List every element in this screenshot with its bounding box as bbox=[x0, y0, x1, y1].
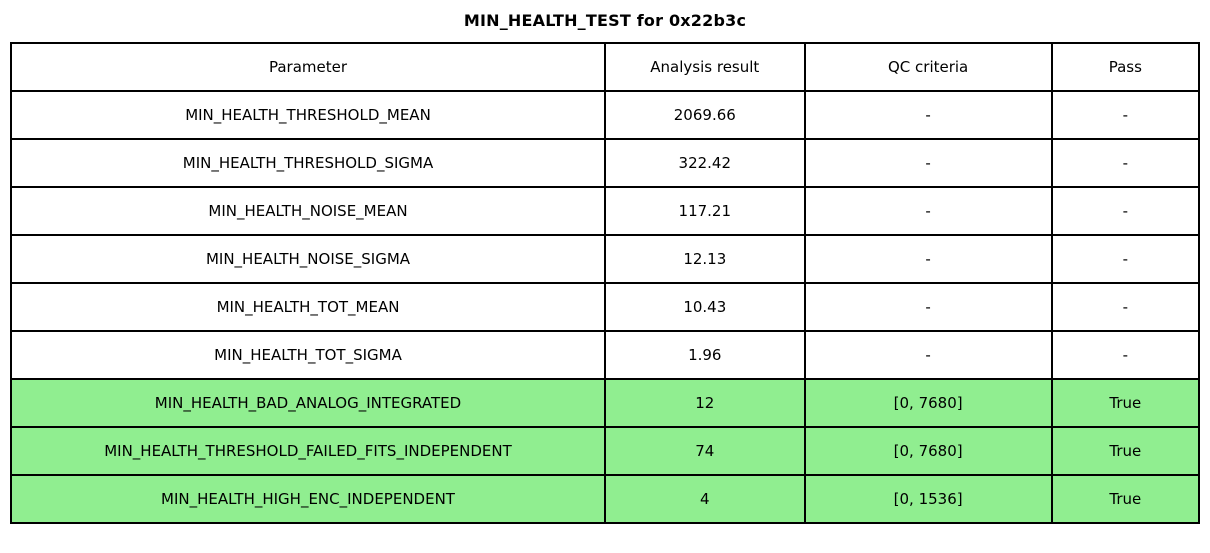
table-row-pass: MIN_HEALTH_BAD_ANALOG_INTEGRATED 12 [0, … bbox=[10, 378, 1201, 428]
table-row: MIN_HEALTH_THRESHOLD_SIGMA 322.42 - - bbox=[10, 138, 1201, 188]
analysis-result-cell: 1.96 bbox=[604, 330, 806, 380]
parameter-cell: MIN_HEALTH_TOT_MEAN bbox=[10, 282, 606, 332]
qc-criteria-cell: [0, 1536] bbox=[803, 474, 1053, 524]
analysis-result-cell: 4 bbox=[604, 474, 806, 524]
pass-cell: - bbox=[1050, 138, 1201, 188]
pass-cell: - bbox=[1050, 186, 1201, 236]
header-row: Parameter Analysis result QC criteria Pa… bbox=[10, 42, 1201, 92]
column-header-parameter: Parameter bbox=[10, 42, 606, 92]
analysis-result-cell: 12 bbox=[604, 378, 806, 428]
table-row-pass: MIN_HEALTH_HIGH_ENC_INDEPENDENT 4 [0, 15… bbox=[10, 474, 1201, 524]
parameter-cell: MIN_HEALTH_THRESHOLD_MEAN bbox=[10, 90, 606, 140]
pass-cell: - bbox=[1050, 234, 1201, 284]
qc-criteria-cell: - bbox=[803, 90, 1053, 140]
table-row-pass: MIN_HEALTH_THRESHOLD_FAILED_FITS_INDEPEN… bbox=[10, 426, 1201, 476]
table-header: Parameter Analysis result QC criteria Pa… bbox=[10, 42, 1201, 92]
pass-cell: - bbox=[1050, 90, 1201, 140]
parameter-cell: MIN_HEALTH_THRESHOLD_FAILED_FITS_INDEPEN… bbox=[10, 426, 606, 476]
qc-criteria-cell: - bbox=[803, 138, 1053, 188]
qc-criteria-cell: - bbox=[803, 234, 1053, 284]
pass-cell: True bbox=[1050, 426, 1201, 476]
parameter-cell: MIN_HEALTH_THRESHOLD_SIGMA bbox=[10, 138, 606, 188]
column-header-pass: Pass bbox=[1050, 42, 1201, 92]
pass-cell: True bbox=[1050, 474, 1201, 524]
table-row: MIN_HEALTH_TOT_SIGMA 1.96 - - bbox=[10, 330, 1201, 380]
parameter-cell: MIN_HEALTH_BAD_ANALOG_INTEGRATED bbox=[10, 378, 606, 428]
page-title: MIN_HEALTH_TEST for 0x22b3c bbox=[463, 11, 747, 30]
qc-results-table: Parameter Analysis result QC criteria Pa… bbox=[10, 42, 1201, 524]
pass-cell: True bbox=[1050, 378, 1201, 428]
parameter-cell: MIN_HEALTH_TOT_SIGMA bbox=[10, 330, 606, 380]
pass-cell: - bbox=[1050, 282, 1201, 332]
parameter-cell: MIN_HEALTH_NOISE_MEAN bbox=[10, 186, 606, 236]
qc-criteria-cell: - bbox=[803, 330, 1053, 380]
table-row: MIN_HEALTH_NOISE_SIGMA 12.13 - - bbox=[10, 234, 1201, 284]
qc-criteria-cell: [0, 7680] bbox=[803, 378, 1053, 428]
analysis-result-cell: 117.21 bbox=[604, 186, 806, 236]
table-body: MIN_HEALTH_THRESHOLD_MEAN 2069.66 - - MI… bbox=[10, 90, 1201, 524]
pass-cell: - bbox=[1050, 330, 1201, 380]
column-header-qc-criteria: QC criteria bbox=[803, 42, 1053, 92]
qc-criteria-cell: [0, 7680] bbox=[803, 426, 1053, 476]
analysis-result-cell: 322.42 bbox=[604, 138, 806, 188]
analysis-result-cell: 2069.66 bbox=[604, 90, 806, 140]
qc-criteria-cell: - bbox=[803, 186, 1053, 236]
table-row: MIN_HEALTH_THRESHOLD_MEAN 2069.66 - - bbox=[10, 90, 1201, 140]
qc-criteria-cell: - bbox=[803, 282, 1053, 332]
parameter-cell: MIN_HEALTH_HIGH_ENC_INDEPENDENT bbox=[10, 474, 606, 524]
analysis-result-cell: 12.13 bbox=[604, 234, 806, 284]
parameter-cell: MIN_HEALTH_NOISE_SIGMA bbox=[10, 234, 606, 284]
column-header-analysis-result: Analysis result bbox=[604, 42, 806, 92]
table-row: MIN_HEALTH_TOT_MEAN 10.43 - - bbox=[10, 282, 1201, 332]
table-row: MIN_HEALTH_NOISE_MEAN 117.21 - - bbox=[10, 186, 1201, 236]
analysis-result-cell: 74 bbox=[604, 426, 806, 476]
analysis-result-cell: 10.43 bbox=[604, 282, 806, 332]
